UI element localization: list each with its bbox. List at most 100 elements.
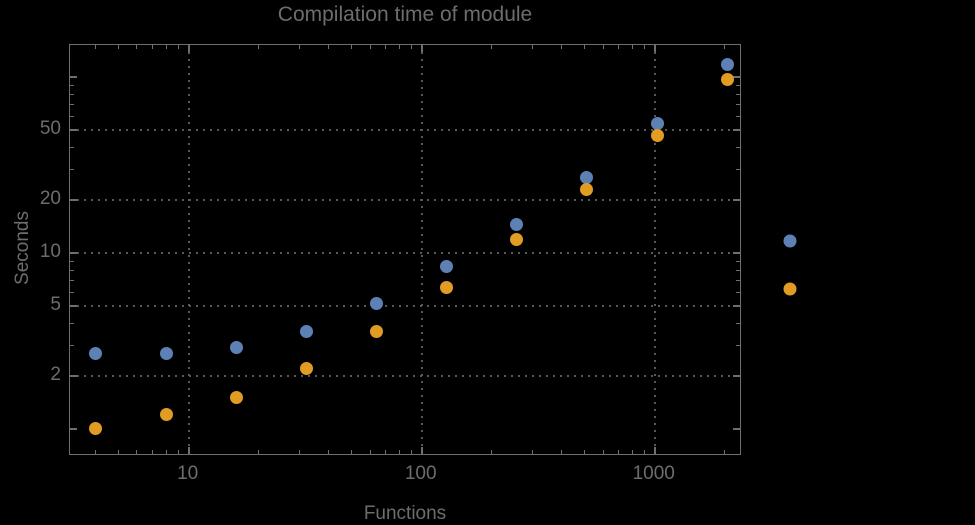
legend-marker-blue [783, 234, 797, 248]
point-series-2-orange-x512 [580, 183, 594, 197]
point-series-2-orange-x64 [370, 324, 384, 338]
point-series-2-orange-x32 [299, 362, 313, 376]
x-minor-tick-20 [258, 450, 260, 454]
x-minor-tick-top-40 [328, 45, 330, 49]
y-minor-tick-60 [70, 115, 74, 117]
y-tick-label-20: 20 [39, 188, 61, 210]
point-series-2-orange-x1024 [650, 128, 664, 142]
point-series-1-blue-x2048 [720, 57, 734, 71]
y-tick-1 [70, 427, 77, 430]
x-minor-tick-top-5 [118, 45, 120, 49]
point-series-1-blue-x32 [299, 324, 313, 338]
gridline-y-5 [70, 305, 740, 308]
y-minor-tick-right-30 [736, 168, 740, 170]
y-tick-label-5: 5 [50, 294, 61, 316]
y-tick-right-5 [733, 305, 740, 308]
x-tick-top-100 [420, 45, 423, 52]
y-tick-100 [70, 76, 77, 79]
x-minor-tick-5 [118, 450, 120, 454]
gridline-y-2 [70, 374, 740, 377]
y-minor-tick-7 [70, 279, 74, 281]
y-minor-tick-4 [70, 322, 74, 324]
x-minor-tick-top-600 [602, 45, 604, 49]
x-minor-tick-top-500 [584, 45, 586, 49]
x-minor-tick-top-20 [258, 45, 260, 49]
y-minor-tick-right-80 [736, 93, 740, 95]
gridline-x-1000 [653, 45, 656, 454]
y-tick-right-2 [733, 374, 740, 377]
x-minor-tick-top-900 [643, 45, 645, 49]
y-minor-tick-6 [70, 291, 74, 293]
x-minor-tick-top-50 [351, 45, 353, 49]
gridline-y-20 [70, 199, 740, 202]
y-minor-tick-30 [70, 168, 74, 170]
x-minor-tick-30 [299, 450, 301, 454]
y-tick-right-20 [733, 199, 740, 202]
x-minor-tick-800 [631, 450, 633, 454]
x-minor-tick-8 [165, 450, 167, 454]
x-minor-tick-70 [385, 450, 387, 454]
plot-area [69, 44, 741, 455]
point-series-1-blue-x8 [159, 346, 173, 360]
x-minor-tick-700 [618, 450, 620, 454]
point-series-2-orange-x256 [510, 232, 524, 246]
x-tick-1000 [653, 447, 656, 454]
gridline-x-10 [187, 45, 190, 454]
point-series-2-orange-x4 [89, 422, 103, 436]
y-minor-tick-right-9 [736, 260, 740, 262]
x-minor-tick-top-300 [532, 45, 534, 49]
point-series-1-blue-x4 [89, 346, 103, 360]
y-minor-tick-80 [70, 93, 74, 95]
x-minor-tick-500 [584, 450, 586, 454]
y-tick-right-10 [733, 252, 740, 255]
y-tick-label-2: 2 [50, 363, 61, 385]
y-minor-tick-right-3 [736, 344, 740, 346]
x-minor-tick-top-60 [369, 45, 371, 49]
x-minor-tick-top-8 [165, 45, 167, 49]
x-minor-tick-300 [532, 450, 534, 454]
y-minor-tick-9 [70, 260, 74, 262]
x-minor-tick-7 [152, 450, 154, 454]
x-tick-label-1000: 1000 [632, 463, 675, 484]
x-minor-tick-top-80 [398, 45, 400, 49]
y-minor-tick-right-70 [736, 104, 740, 106]
y-minor-tick-right-90 [736, 84, 740, 86]
x-minor-tick-600 [602, 450, 604, 454]
x-minor-tick-2000 [724, 450, 726, 454]
x-minor-tick-9 [177, 450, 179, 454]
x-minor-tick-4 [95, 450, 97, 454]
x-minor-tick-40 [328, 450, 330, 454]
x-minor-tick-top-800 [631, 45, 633, 49]
x-tick-top-1000 [653, 45, 656, 52]
x-minor-tick-top-90 [410, 45, 412, 49]
y-minor-tick-right-6 [736, 291, 740, 293]
legend-marker-orange [783, 282, 797, 296]
point-series-1-blue-x128 [440, 259, 454, 273]
y-tick-right-100 [733, 76, 740, 79]
x-minor-tick-900 [643, 450, 645, 454]
x-minor-tick-80 [398, 450, 400, 454]
x-minor-tick-top-70 [385, 45, 387, 49]
y-minor-tick-40 [70, 146, 74, 148]
x-tick-10 [187, 447, 190, 454]
y-tick-right-50 [733, 129, 740, 132]
x-minor-tick-50 [351, 450, 353, 454]
x-minor-tick-top-7 [152, 45, 154, 49]
y-minor-tick-3 [70, 344, 74, 346]
x-tick-100 [420, 447, 423, 454]
y-tick-label-50: 50 [39, 118, 61, 140]
y-minor-tick-right-8 [736, 269, 740, 271]
y-minor-tick-8 [70, 269, 74, 271]
x-tick-label-100: 100 [404, 463, 437, 484]
x-minor-tick-top-30 [299, 45, 301, 49]
point-series-2-orange-x128 [440, 281, 454, 295]
gridline-y-10 [70, 252, 740, 255]
x-minor-tick-200 [491, 450, 493, 454]
point-series-1-blue-x64 [370, 297, 384, 311]
y-tick-50 [70, 129, 77, 132]
x-minor-tick-60 [369, 450, 371, 454]
gridline-x-100 [420, 45, 423, 454]
x-minor-tick-top-400 [561, 45, 563, 49]
point-series-2-orange-x16 [229, 391, 243, 405]
